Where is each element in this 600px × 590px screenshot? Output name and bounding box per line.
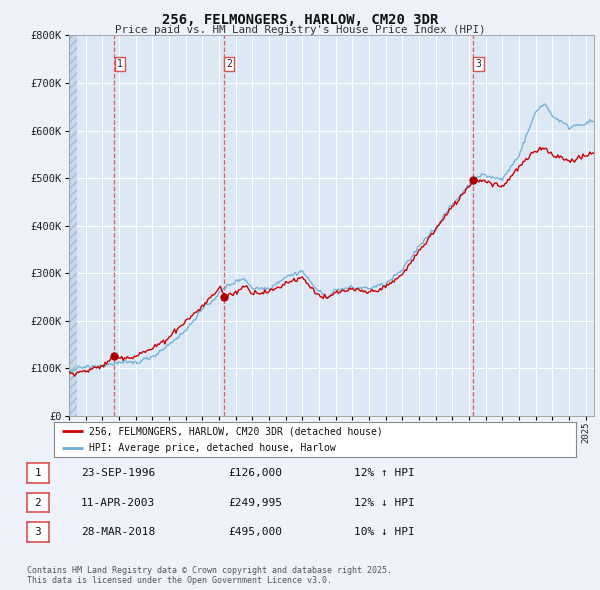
Text: £495,000: £495,000 <box>228 527 282 537</box>
Text: 12% ↓ HPI: 12% ↓ HPI <box>354 498 415 507</box>
Text: 2: 2 <box>226 59 232 69</box>
Text: Contains HM Land Registry data © Crown copyright and database right 2025.
This d: Contains HM Land Registry data © Crown c… <box>27 566 392 585</box>
Bar <box>69 35 77 416</box>
Text: £249,995: £249,995 <box>228 498 282 507</box>
Text: 11-APR-2003: 11-APR-2003 <box>81 498 155 507</box>
Text: £126,000: £126,000 <box>228 468 282 478</box>
Text: 23-SEP-1996: 23-SEP-1996 <box>81 468 155 478</box>
Text: 256, FELMONGERS, HARLOW, CM20 3DR: 256, FELMONGERS, HARLOW, CM20 3DR <box>162 13 438 27</box>
Text: Price paid vs. HM Land Registry's House Price Index (HPI): Price paid vs. HM Land Registry's House … <box>115 25 485 35</box>
Text: 256, FELMONGERS, HARLOW, CM20 3DR (detached house): 256, FELMONGERS, HARLOW, CM20 3DR (detac… <box>89 427 383 437</box>
Text: 28-MAR-2018: 28-MAR-2018 <box>81 527 155 537</box>
Text: 1: 1 <box>117 59 123 69</box>
Text: 3: 3 <box>34 527 41 537</box>
Text: 3: 3 <box>476 59 481 69</box>
Text: 1: 1 <box>34 468 41 478</box>
Text: 12% ↑ HPI: 12% ↑ HPI <box>354 468 415 478</box>
Text: HPI: Average price, detached house, Harlow: HPI: Average price, detached house, Harl… <box>89 444 336 453</box>
Text: 2: 2 <box>34 498 41 507</box>
Text: 10% ↓ HPI: 10% ↓ HPI <box>354 527 415 537</box>
